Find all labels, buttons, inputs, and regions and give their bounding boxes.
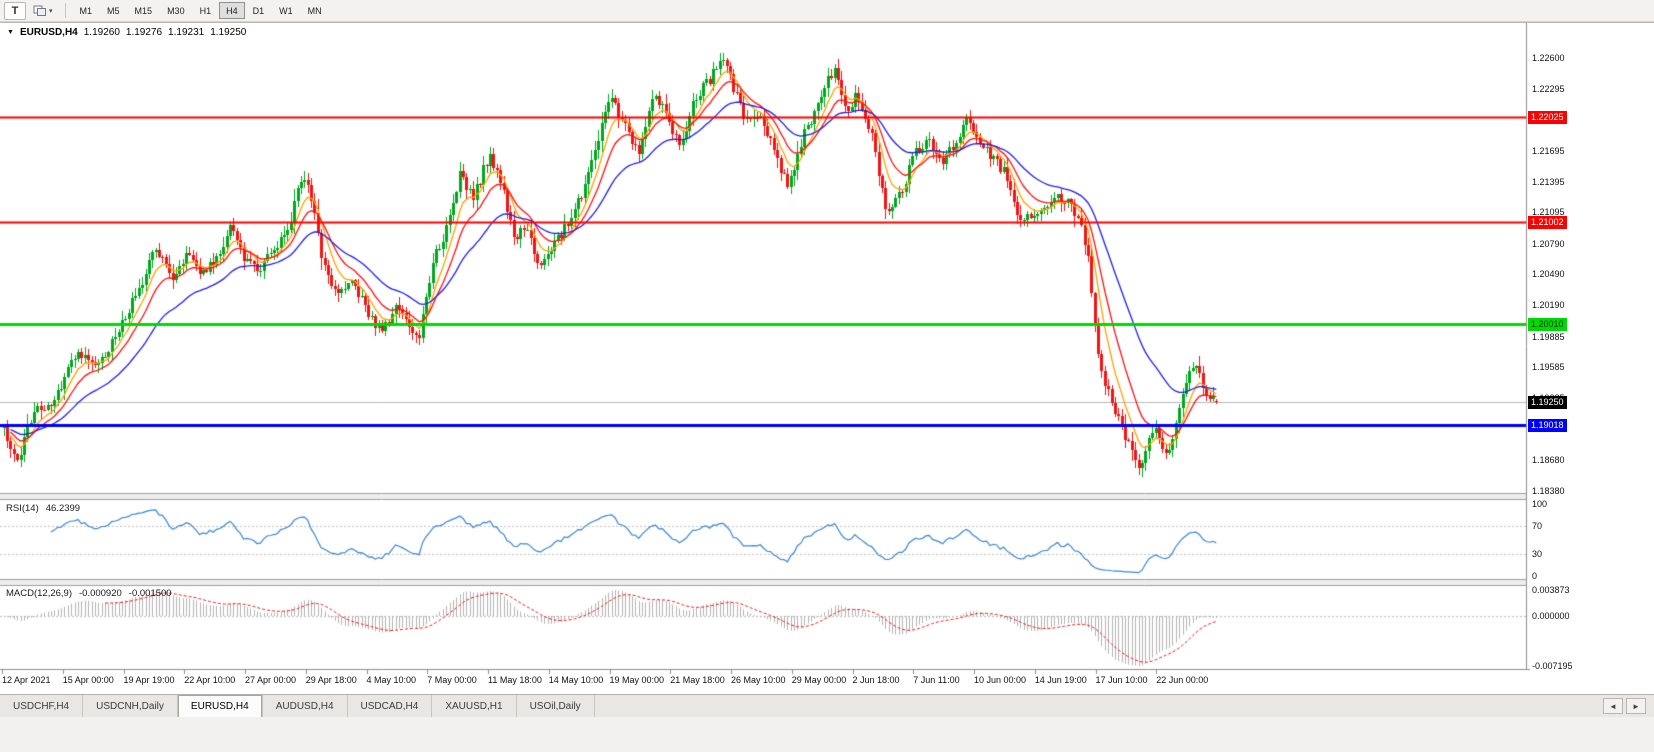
bottom-strip bbox=[0, 717, 1654, 752]
rsi-tick-label: 0 bbox=[1532, 571, 1538, 581]
timeframe-button-h4[interactable]: H4 bbox=[219, 2, 245, 19]
current-price-label: 1.19250 bbox=[1528, 395, 1567, 409]
chevron-down-icon: ▾ bbox=[49, 7, 53, 15]
toolbar-separator bbox=[64, 3, 66, 18]
time-axis-label: 17 Jun 10:00 bbox=[1095, 675, 1148, 685]
time-axis-label: 14 May 10:00 bbox=[548, 675, 604, 685]
rsi-scale[interactable]: 100 70 30 0 bbox=[0, 23, 1654, 694]
price-tick-label: 1.22600 bbox=[1532, 52, 1565, 63]
chart-tab-usdcad-h4[interactable]: USDCAD,H4 bbox=[348, 695, 433, 717]
macd-signal-value: -0.001500 bbox=[128, 588, 172, 599]
ohlc-low: 1.19231 bbox=[168, 27, 205, 38]
chart-title: ▼ EURUSD,H4 1.19260 1.19276 1.19231 1.19… bbox=[7, 27, 246, 38]
timeframe-button-m1[interactable]: M1 bbox=[73, 2, 100, 19]
chart-tab-usdchf-h4[interactable]: USDCHF,H4 bbox=[0, 695, 84, 717]
timeframe-button-m30[interactable]: M30 bbox=[160, 2, 192, 19]
price-tick-label: 1.22295 bbox=[1532, 84, 1565, 95]
chart-tab-usoil-daily[interactable]: USOil,Daily bbox=[517, 695, 595, 717]
layers-icon bbox=[33, 5, 46, 16]
tab-scroll-right-button[interactable]: ► bbox=[1626, 698, 1646, 714]
time-axis-label: 15 Apr 00:00 bbox=[62, 675, 114, 685]
ohlc-close: 1.19250 bbox=[210, 27, 247, 38]
timeframe-button-d1[interactable]: D1 bbox=[246, 2, 272, 19]
ohlc-high: 1.19276 bbox=[125, 27, 163, 38]
price-tick-label: 1.18680 bbox=[1532, 455, 1565, 466]
chart-symbol-label: EURUSD,H4 bbox=[19, 27, 78, 38]
time-axis-label: 2 Jun 18:00 bbox=[852, 675, 900, 685]
chart-tab-audusd-h4[interactable]: AUDUSD,H4 bbox=[263, 695, 348, 717]
timeframe-button-w1[interactable]: W1 bbox=[272, 2, 300, 19]
macd-main-value: -0.000920 bbox=[79, 588, 122, 599]
price-tick-label: 1.21095 bbox=[1532, 207, 1565, 218]
time-axis-label: 29 May 00:00 bbox=[791, 675, 847, 685]
rsi-name: RSI(14) bbox=[6, 503, 39, 514]
price-tick-label: 1.18380 bbox=[1532, 485, 1565, 496]
chart-tab-bar: USDCHF,H4 USDCNH,Daily EURUSD,H4 AUDUSD,H4 U… bbox=[0, 694, 1654, 717]
chart-menu-icon[interactable]: ▼ bbox=[7, 29, 14, 36]
rsi-indicator-label: RSI(14) 46.2399 bbox=[6, 503, 80, 514]
price-tick-label: 1.20190 bbox=[1532, 300, 1565, 311]
timeframe-button-mn[interactable]: MN bbox=[301, 2, 329, 19]
macd-tick-label: 0.003873 bbox=[1532, 585, 1570, 595]
timeframe-toolbar: M1 M5 M15 M30 H1 H4 D1 W1 MN bbox=[73, 2, 329, 19]
timeframe-button-m15[interactable]: M15 bbox=[128, 2, 160, 19]
level-price-label: 1.20010 bbox=[1528, 317, 1567, 331]
chart-tab-eurusd-h4[interactable]: EURUSD,H4 bbox=[177, 695, 263, 717]
rsi-tick-label: 100 bbox=[1532, 499, 1548, 509]
price-tick-label: 1.21695 bbox=[1532, 145, 1565, 156]
price-tick-label: 1.19585 bbox=[1532, 362, 1565, 373]
time-axis-label: 26 May 10:00 bbox=[731, 675, 786, 685]
time-axis-label: 29 Apr 18:00 bbox=[305, 675, 357, 685]
objects-dropdown-button[interactable]: ▾ bbox=[28, 2, 58, 20]
macd-tick-label: -0.007195 bbox=[1532, 661, 1573, 671]
rsi-value: 46.2399 bbox=[45, 503, 81, 514]
timeframe-button-h1[interactable]: H1 bbox=[193, 2, 219, 19]
tab-scroll-left-button[interactable]: ◄ bbox=[1603, 698, 1623, 714]
chart-tab-usdcnh-daily[interactable]: USDCNH,Daily bbox=[83, 695, 178, 717]
text-tool-button[interactable]: T bbox=[4, 1, 26, 20]
chart-tab-xauusd-h1[interactable]: XAUUSD,H1 bbox=[432, 695, 517, 717]
level-price-label: 1.21002 bbox=[1528, 215, 1567, 229]
time-axis-label: 27 Apr 00:00 bbox=[245, 675, 297, 685]
time-axis-label: 21 May 18:00 bbox=[670, 675, 725, 685]
chart-canvas[interactable] bbox=[0, 23, 1530, 679]
time-axis-label: 19 May 00:00 bbox=[609, 675, 665, 685]
time-axis-label: 12 Apr 2021 bbox=[2, 675, 51, 685]
macd-name: MACD(12,26,9) bbox=[6, 588, 72, 599]
chart-window[interactable]: ▼ EURUSD,H4 1.19260 1.19276 1.19231 1.19… bbox=[0, 22, 1654, 694]
tab-scroll-controls: ◄ ► bbox=[1603, 695, 1654, 717]
time-axis-label: 11 May 18:00 bbox=[488, 675, 542, 685]
price-tick-label: 1.20790 bbox=[1532, 238, 1565, 249]
macd-tick-label: 0.000000 bbox=[1532, 610, 1570, 621]
level-price-label: 1.19018 bbox=[1528, 419, 1567, 433]
time-scale[interactable]: 12 Apr 2021 15 Apr 00:00 19 Apr 19:00 22 Ap… bbox=[0, 23, 1654, 694]
top-toolbar: T ▾ M1 M5 M15 M30 H1 H4 D1 W1 MN bbox=[0, 0, 1654, 22]
time-axis-label: 19 Apr 19:00 bbox=[123, 675, 175, 685]
ohlc-open: 1.19260 bbox=[83, 27, 120, 38]
time-axis-label: 4 May 10:00 bbox=[366, 675, 417, 685]
price-tick-label: 1.19885 bbox=[1532, 331, 1565, 342]
time-axis-label: 14 Jun 19:00 bbox=[1034, 675, 1087, 685]
rsi-tick-label: 70 bbox=[1532, 520, 1543, 531]
chart-tabs: USDCHF,H4 USDCNH,Daily EURUSD,H4 AUDUSD,H4 U… bbox=[0, 695, 595, 717]
time-axis-label: 10 Jun 00:00 bbox=[974, 675, 1027, 685]
price-tick-label: 1.21395 bbox=[1532, 176, 1565, 187]
rsi-tick-label: 30 bbox=[1532, 549, 1543, 560]
macd-indicator-label: MACD(12,26,9) -0.000920 -0.001500 bbox=[6, 588, 172, 599]
timeframe-button-m5[interactable]: M5 bbox=[100, 2, 127, 19]
price-level-labels: 1.22025 1.21002 1.20010 1.19018 1.19250 bbox=[0, 23, 1654, 694]
macd-scale[interactable]: 0.003873 0.000000 -0.007195 bbox=[0, 23, 1654, 694]
time-axis-label: 22 Jun 00:00 bbox=[1156, 675, 1209, 685]
time-axis-label: 7 Jun 11:00 bbox=[913, 675, 960, 685]
price-tick-label: 1.20490 bbox=[1532, 269, 1565, 280]
time-axis-label: 22 Apr 10:00 bbox=[184, 675, 236, 685]
level-price-label: 1.22025 bbox=[1528, 110, 1567, 124]
time-axis-label: 7 May 00:00 bbox=[427, 675, 477, 685]
